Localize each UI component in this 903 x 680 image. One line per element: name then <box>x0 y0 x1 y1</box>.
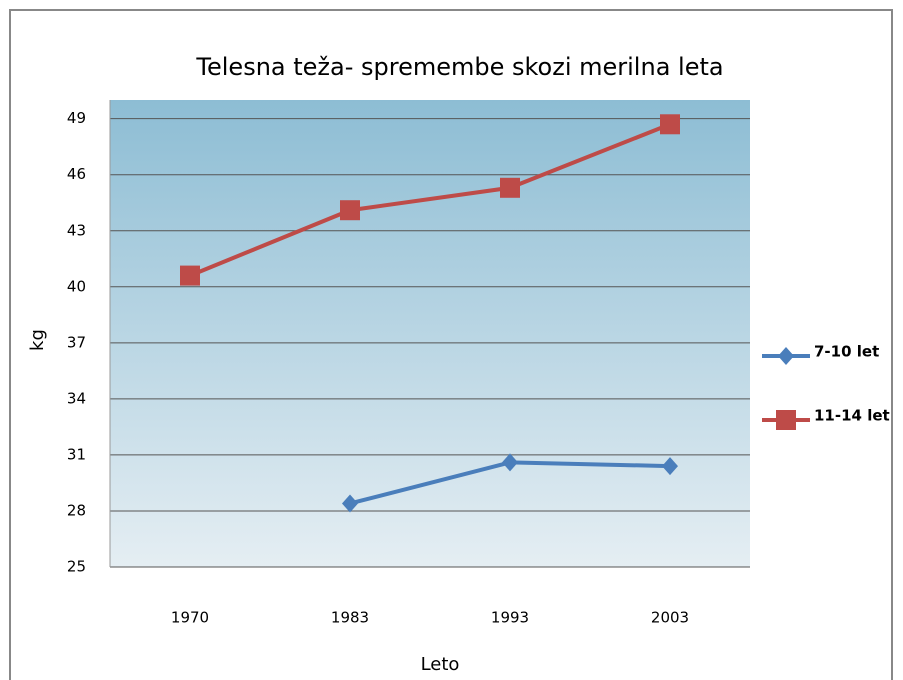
x-tick-label: 1983 <box>331 609 369 627</box>
legend-marker <box>778 347 794 365</box>
y-tick-label: 46 <box>67 165 86 183</box>
y-tick-label: 49 <box>67 109 86 127</box>
legend-label: 7-10 let <box>814 343 879 361</box>
y-tick-label: 31 <box>67 445 86 463</box>
chart-title: Telesna teža- spremembe skozi merilna le… <box>195 53 723 81</box>
x-tick-label: 1970 <box>171 609 209 627</box>
data-point <box>340 200 360 221</box>
y-tick-label: 34 <box>67 389 86 407</box>
data-point <box>660 114 680 135</box>
data-point <box>502 453 518 472</box>
series-line <box>189 122 671 278</box>
x-tick-label: 1993 <box>491 609 529 627</box>
data-point <box>662 457 678 476</box>
y-tick-label: 25 <box>67 558 86 576</box>
data-point <box>180 265 200 286</box>
legend-label: 11-14 let <box>814 407 890 425</box>
legend-marker <box>776 410 796 430</box>
y-axis-label: kg <box>27 329 48 351</box>
data-point <box>500 177 520 198</box>
y-tick-label: 37 <box>67 333 86 351</box>
y-tick-label: 40 <box>67 277 86 295</box>
data-point <box>342 494 358 513</box>
x-tick-label: 2003 <box>651 609 689 627</box>
x-axis-label: Leto <box>421 654 460 675</box>
y-tick-label: 43 <box>67 221 86 239</box>
y-tick-label: 28 <box>67 501 86 519</box>
plot-area <box>110 100 750 567</box>
